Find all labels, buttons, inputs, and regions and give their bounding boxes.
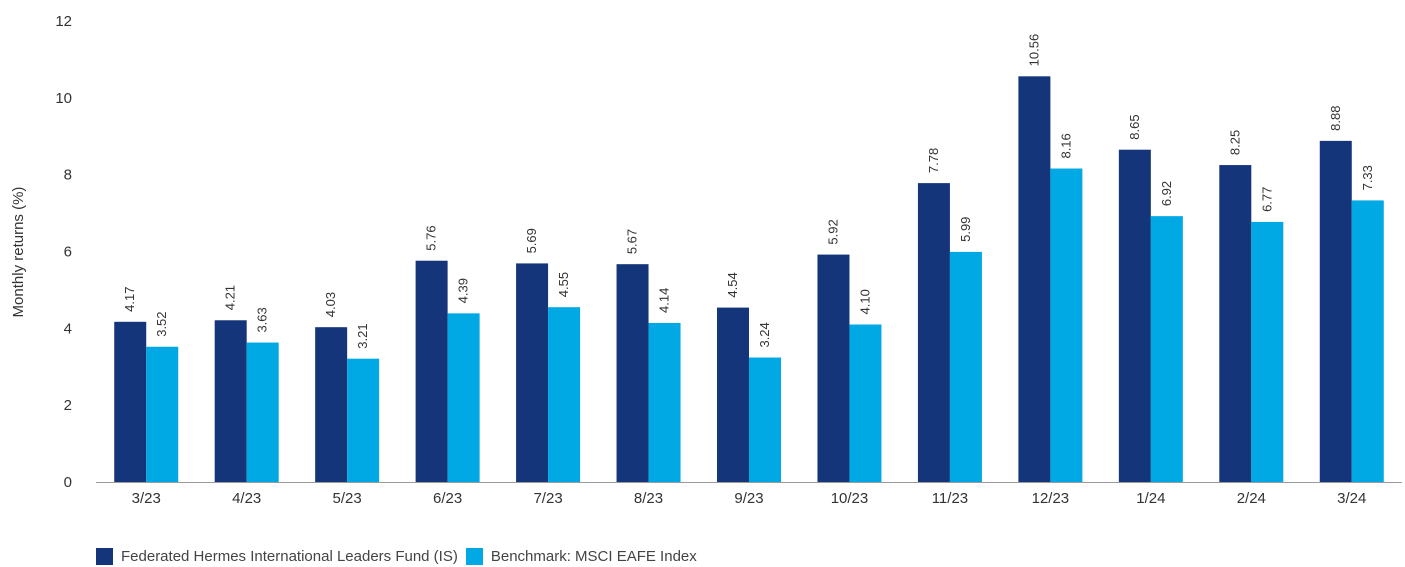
y-tick-label: 8: [64, 167, 72, 184]
y-tick-label: 10: [55, 90, 72, 107]
legend-label-fund: Federated Hermes International Leaders F…: [121, 548, 458, 565]
x-tick-label: 5/23: [333, 490, 362, 507]
legend: Federated Hermes International Leaders F…: [96, 548, 705, 565]
y-axis-title: Monthly returns (%): [10, 187, 27, 318]
data-label-benchmark: 4.55: [556, 272, 571, 297]
x-tick-label: 12/23: [1032, 490, 1070, 507]
data-label-benchmark: 6.77: [1259, 187, 1274, 212]
data-label-benchmark: 4.39: [456, 278, 471, 303]
data-label-fund: 10.56: [1026, 34, 1041, 67]
bar-fund: [817, 254, 850, 482]
bar-fund: [1018, 76, 1051, 482]
x-axis: 3/23 4/23 5/23 6/23 7/23 8/23 9/23 10/23 11/23 12…: [132, 490, 1367, 507]
x-tick-label: 1/24: [1136, 490, 1165, 507]
x-tick-label: 7/23: [533, 490, 562, 507]
y-tick-label: 0: [64, 474, 72, 491]
bar-fund: [1219, 165, 1252, 482]
data-label-benchmark: 3.52: [154, 311, 169, 336]
bar-benchmark: [749, 357, 781, 482]
data-label-fund: 4.54: [725, 272, 740, 297]
bar-benchmark: [447, 313, 480, 482]
bar-fund: [114, 321, 147, 482]
bar-fund: [214, 320, 247, 482]
data-label-fund: 5.67: [625, 229, 640, 254]
x-tick-label: 2/24: [1237, 490, 1266, 507]
bar-fund: [415, 260, 448, 482]
x-tick-label: 6/23: [433, 490, 462, 507]
bars: 4.17 3.52 4.21 3.63 4.03 3.21 5.76 4.39 5.69 4.55…: [114, 34, 1384, 483]
data-label-fund: 7.78: [926, 148, 941, 173]
bar-benchmark: [849, 324, 882, 482]
legend-item-benchmark: Benchmark: MSCI EAFE Index: [465, 548, 697, 565]
legend-label-benchmark: Benchmark: MSCI EAFE Index: [490, 548, 697, 565]
x-tick-label: 9/23: [734, 490, 763, 507]
y-axis: 0 2 4 6 8 10 12: [55, 13, 72, 491]
bar-benchmark: [648, 322, 681, 482]
data-label-fund: 5.69: [524, 228, 539, 253]
data-label-benchmark: 3.63: [255, 307, 270, 332]
bar-fund: [315, 327, 348, 482]
y-tick-label: 12: [55, 13, 72, 30]
legend-swatch-benchmark: [465, 548, 483, 565]
bar-fund: [717, 307, 749, 482]
bar-fund: [1118, 149, 1151, 482]
bar-fund: [616, 264, 649, 482]
bar-benchmark: [548, 307, 581, 482]
bar-fund: [917, 183, 950, 482]
bar-benchmark: [1351, 200, 1384, 483]
data-label-benchmark: 3.21: [355, 323, 370, 348]
data-label-fund: 8.88: [1328, 106, 1343, 131]
data-label-benchmark: 6.92: [1159, 181, 1174, 206]
bar-fund: [516, 263, 549, 482]
bar-fund: [1319, 140, 1352, 483]
bar-benchmark: [146, 346, 179, 482]
data-label-fund: 5.92: [825, 219, 840, 244]
data-label-benchmark: 7.33: [1360, 165, 1375, 190]
bar-benchmark: [949, 251, 982, 482]
x-tick-label: 10/23: [831, 490, 869, 507]
bar-benchmark: [1050, 168, 1083, 482]
data-label-benchmark: 3.24: [757, 322, 772, 347]
data-label-fund: 4.03: [323, 292, 338, 317]
data-label-benchmark: 5.99: [958, 217, 973, 242]
legend-swatch-fund: [96, 548, 113, 565]
bar-benchmark: [1150, 216, 1183, 482]
data-label-benchmark: 4.14: [657, 288, 672, 313]
y-tick-label: 4: [64, 320, 72, 337]
data-label-fund: 8.65: [1127, 114, 1142, 139]
data-label-fund: 4.21: [223, 285, 238, 310]
x-tick-label: 8/23: [634, 490, 663, 507]
data-label-fund: 8.25: [1227, 130, 1242, 155]
x-tick-label: 3/23: [132, 490, 161, 507]
data-label-benchmark: 8.16: [1058, 133, 1073, 158]
data-label-fund: 4.17: [122, 286, 137, 311]
bar-benchmark: [347, 358, 380, 482]
data-label-fund: 5.76: [424, 225, 439, 250]
legend-item-fund: Federated Hermes International Leaders F…: [96, 548, 458, 565]
bar-benchmark: [246, 342, 279, 482]
data-label-benchmark: 4.10: [857, 289, 872, 314]
x-tick-label: 4/23: [232, 490, 261, 507]
x-tick-label: 3/24: [1337, 490, 1366, 507]
y-tick-label: 6: [64, 244, 72, 261]
bar-benchmark: [1251, 221, 1284, 482]
x-tick-label: 11/23: [932, 490, 968, 507]
y-tick-label: 2: [64, 397, 72, 414]
